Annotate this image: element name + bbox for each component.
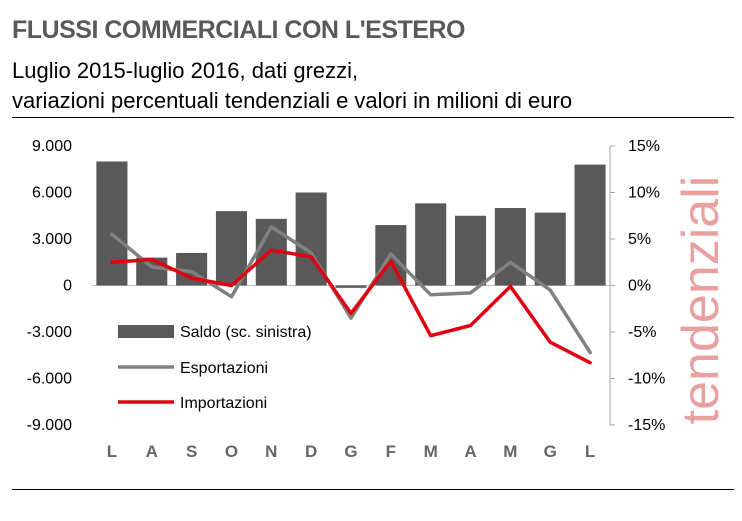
- saldo-bar: [96, 161, 128, 286]
- legend-saldo-swatch: [118, 325, 174, 338]
- saldo-bar: [335, 285, 367, 288]
- x-axis-tick-label: N: [265, 442, 277, 461]
- right-axis-tick-label: 5%: [628, 231, 651, 248]
- chart-subtitle-line-2: variazioni percentuali tendenziali e val…: [12, 88, 573, 113]
- x-axis-tick-label: G: [544, 442, 557, 461]
- left-axis-tick-label: 6.000: [32, 185, 72, 202]
- right-axis-tick-label: -15%: [628, 417, 665, 434]
- x-axis-tick-label: D: [305, 442, 317, 461]
- right-axis-tick-label: 10%: [628, 185, 660, 202]
- right-axis-tick-label: 0%: [628, 278, 651, 295]
- left-axis-tick-label: -3.000: [27, 324, 72, 341]
- left-axis-tick-label: 9.000: [32, 138, 72, 155]
- x-axis-tick-label: M: [424, 442, 438, 461]
- esportazioni-line: [110, 225, 592, 355]
- x-axis-tick-label: S: [186, 442, 197, 461]
- left-axis-tick-label: -6.000: [27, 371, 72, 388]
- x-axis-tick-label: L: [107, 442, 117, 461]
- x-axis-tick-label: L: [585, 442, 595, 461]
- side-label-tendenziali: tendenziali: [672, 176, 730, 425]
- chart-subtitle-line-1: Luglio 2015-luglio 2016, dati grezzi,: [12, 58, 359, 83]
- legend-saldo-label: Saldo (sc. sinistra): [180, 324, 312, 341]
- saldo-bar: [136, 257, 168, 286]
- bottom-divider: [12, 489, 734, 490]
- legend-importazioni-label: Importazioni: [180, 395, 267, 412]
- saldo-bar: [574, 164, 606, 286]
- x-axis-tick-label: A: [146, 442, 158, 461]
- x-axis-tick-label: F: [386, 442, 396, 461]
- x-axis-tick-label: O: [225, 442, 238, 461]
- saldo-bar: [534, 212, 566, 286]
- right-axis-tick-label: 15%: [628, 138, 660, 155]
- saldo-bar: [415, 203, 447, 286]
- left-axis-tick-label: 0: [63, 278, 72, 295]
- legend-esportazioni-label: Esportazioni: [180, 360, 268, 377]
- top-divider: [12, 117, 734, 118]
- importazioni-line: [110, 248, 592, 365]
- right-axis-tick-label: -10%: [628, 371, 665, 388]
- x-axis-tick-label: M: [503, 442, 517, 461]
- x-axis-tick-label: G: [344, 442, 357, 461]
- saldo-bar: [454, 215, 487, 286]
- right-axis-tick-label: -5%: [628, 324, 656, 341]
- left-axis-tick-label: -9.000: [27, 417, 72, 434]
- x-axis-tick-label: A: [464, 442, 476, 461]
- saldo-bar: [494, 208, 526, 286]
- saldo-bar: [215, 211, 248, 286]
- left-axis-tick-label: 3.000: [32, 231, 72, 248]
- chart-title: FLUSSI COMMERCIALI CON L'ESTERO: [12, 16, 465, 44]
